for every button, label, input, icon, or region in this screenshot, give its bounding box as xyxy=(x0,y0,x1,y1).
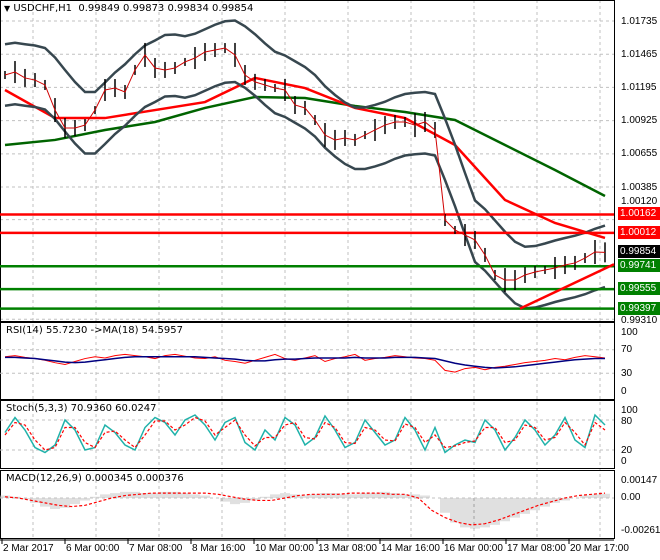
price-tag-support: 0.99555 xyxy=(618,282,660,295)
rsi-axis-label: 0 xyxy=(621,386,627,397)
pane-border xyxy=(0,470,615,539)
stoch-axis-label: 80 xyxy=(621,416,633,427)
open-value: 0.99849 xyxy=(78,3,120,14)
time-axis-label: 17 Mar 08:00 xyxy=(507,543,566,554)
macd-title: MACD(12,26,9) 0.000345 0.000376 xyxy=(6,473,184,484)
pane-border xyxy=(0,400,615,469)
price-axis-label: 1.01195 xyxy=(621,82,657,93)
rsi-title: RSI(14) 55.7230 ->MA(18) 54.5957 xyxy=(6,325,183,336)
stoch-signal-line xyxy=(4,416,606,451)
macd-axis-label: 0.00 xyxy=(621,492,641,503)
time-axis-label: 6 Mar 00:00 xyxy=(66,543,120,554)
time-axis-label: 20 Mar 17:00 xyxy=(570,543,629,554)
macd-axis-label: 0.00147 xyxy=(621,475,658,486)
price-axis-label: 1.01735 xyxy=(621,16,658,27)
rsi-axis-label: 30 xyxy=(621,368,633,379)
pane-border xyxy=(0,322,615,400)
time-axis-label: 16 Mar 00:00 xyxy=(444,543,503,554)
collapse-triangle-icon[interactable]: ▼ xyxy=(4,4,11,13)
chart-header: ▼ USDCHF,H1 0.99849 0.99873 0.99834 0.99… xyxy=(4,3,253,14)
time-axis-label: 8 Mar 16:00 xyxy=(192,543,246,554)
close-line xyxy=(4,47,606,281)
time-axis-label: 13 Mar 08:00 xyxy=(318,543,377,554)
price-tag-resistance: 1.00162 xyxy=(618,207,660,220)
price-axis-label: 1.00385 xyxy=(621,182,658,193)
price-tag-current: 0.99854 xyxy=(618,245,660,258)
price-tag-support: 0.99397 xyxy=(618,302,660,315)
time-axis-label: 14 Mar 16:00 xyxy=(381,543,440,554)
ma-fast-line xyxy=(4,76,606,240)
price-tag-resistance: 1.00012 xyxy=(618,226,660,239)
high-value: 0.99873 xyxy=(122,3,165,14)
trendline xyxy=(519,263,615,310)
macd-axis-label: -0.002614 xyxy=(621,525,660,536)
rsi-axis-label: 100 xyxy=(621,327,638,338)
close-value: 0.99854 xyxy=(212,3,254,14)
time-axis-label: 10 Mar 00:00 xyxy=(255,543,314,554)
ma-slow-line xyxy=(4,95,606,198)
time-axis-label: 7 Mar 08:00 xyxy=(129,543,183,554)
low-value: 0.99834 xyxy=(167,3,209,14)
price-axis-label: 1.00120 xyxy=(621,196,658,207)
price-axis-label: 1.00655 xyxy=(621,148,658,159)
stoch-axis-label: 0 xyxy=(621,456,627,467)
rsi-ma-line xyxy=(5,356,605,369)
price-axis-label: 1.01465 xyxy=(621,49,658,60)
price-axis-label: 1.00925 xyxy=(621,115,658,126)
macd-signal-line xyxy=(4,492,606,526)
stoch-title: Stoch(5,3,3) 70.9360 60.0247 xyxy=(6,403,157,414)
pane-border xyxy=(0,0,615,322)
rsi-line xyxy=(4,353,606,373)
bollinger-upper xyxy=(4,19,606,249)
time-axis-label: 2 Mar 2017 xyxy=(3,543,54,554)
price-tag-support: 0.99741 xyxy=(618,259,660,272)
rsi-axis-label: 70 xyxy=(621,344,633,355)
price-axis-label: 0.99310 xyxy=(621,315,658,326)
symbol-label: USDCHF,H1 xyxy=(13,3,73,14)
bollinger-lower xyxy=(4,80,606,310)
stoch-axis-label: 20 xyxy=(621,445,633,456)
stoch-axis-label: 100 xyxy=(621,405,638,416)
stoch-main-line xyxy=(4,413,606,454)
